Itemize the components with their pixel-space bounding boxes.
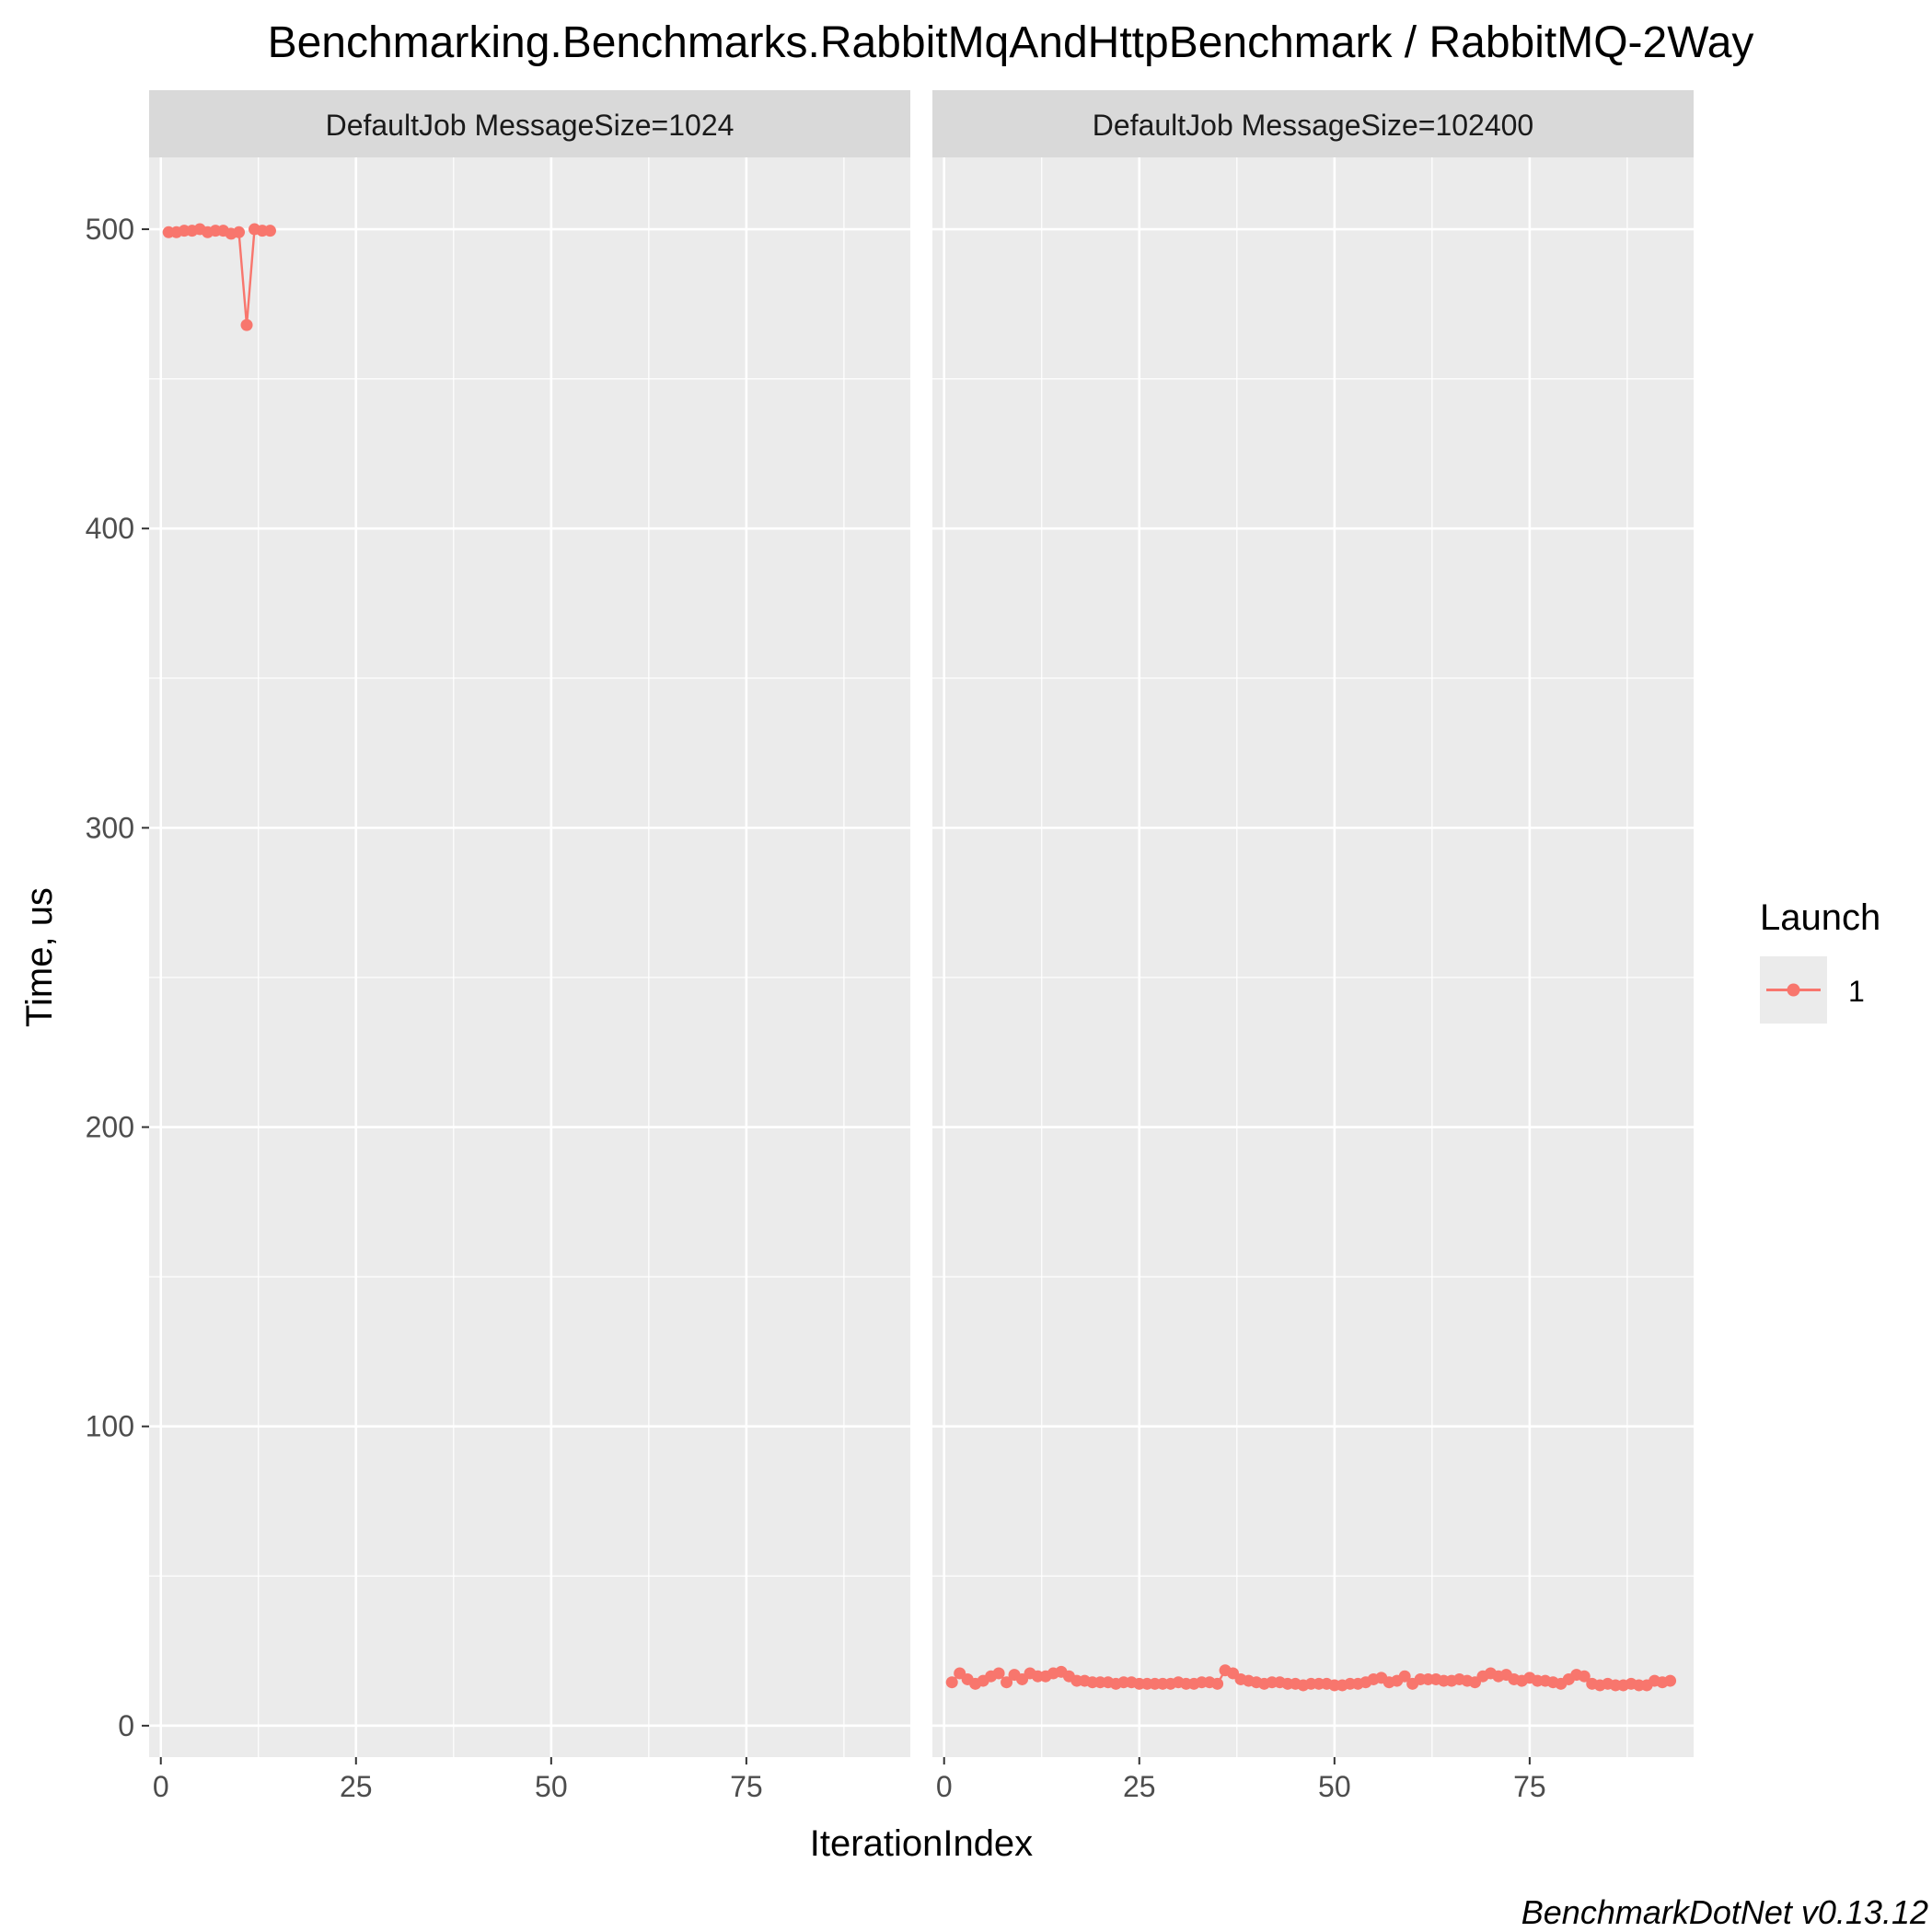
- data-point: [1664, 1674, 1677, 1687]
- facet-panel-2: DefaultJob MessageSize=102400: [932, 90, 1694, 1757]
- series-launch-1-facet-1: [162, 223, 276, 331]
- data-point: [1211, 1677, 1224, 1690]
- x-tick-label: 75: [730, 1770, 763, 1803]
- data-point: [263, 225, 276, 237]
- data-point: [1578, 1670, 1591, 1683]
- x-tick-label: 75: [1513, 1770, 1546, 1803]
- legend-key-point: [1787, 983, 1800, 997]
- facet-strip-1: [149, 90, 910, 157]
- caption: BenchmarkDotNet v0.13.12: [1521, 1893, 1928, 1931]
- plot-panel-1: [149, 157, 910, 1757]
- x-axis-title: IterationIndex: [810, 1823, 1033, 1864]
- y-tick-label: 300: [86, 811, 134, 844]
- gridlines-1: [149, 157, 910, 1757]
- y-axis: 0 100 200 300 400 500: [86, 213, 149, 1742]
- plot-panel-2: [932, 157, 1694, 1757]
- x-tick-label: 0: [936, 1770, 953, 1803]
- data-point: [240, 318, 253, 331]
- legend: Launch 1: [1760, 897, 1880, 1024]
- facet-panel-1: DefaultJob MessageSize=1024: [149, 90, 910, 1757]
- y-tick-label: 100: [86, 1410, 134, 1443]
- data-point: [992, 1667, 1005, 1680]
- facet-strip-label-2: DefaultJob MessageSize=102400: [1093, 109, 1533, 142]
- legend-entry-label: 1: [1848, 975, 1865, 1008]
- x-tick-label: 25: [340, 1770, 373, 1803]
- facet-strip-label-1: DefaultJob MessageSize=1024: [326, 109, 735, 142]
- x-tick-label: 50: [535, 1770, 568, 1803]
- series-launch-1-facet-2: [945, 1664, 1677, 1692]
- x-tick-label: 50: [1318, 1770, 1351, 1803]
- x-tick-label: 25: [1123, 1770, 1156, 1803]
- y-tick-label: 200: [86, 1111, 134, 1144]
- y-tick-label: 0: [118, 1709, 134, 1742]
- facet-strip-2: [932, 90, 1694, 157]
- x-axis-2: 0 25 50 75: [936, 1757, 1546, 1803]
- data-point: [233, 226, 246, 238]
- data-point: [1398, 1670, 1411, 1683]
- chart-title: Benchmarking.Benchmarks.RabbitMqAndHttpB…: [268, 18, 1754, 67]
- y-tick-label: 400: [86, 512, 134, 545]
- gridlines-2: [932, 157, 1694, 1757]
- legend-title: Launch: [1760, 897, 1880, 938]
- y-axis-title: Time, us: [19, 887, 60, 1027]
- x-axis-1: 0 25 50 75: [153, 1757, 763, 1803]
- data-point: [945, 1676, 958, 1689]
- data-point: [1001, 1676, 1013, 1689]
- x-tick-label: 0: [153, 1770, 169, 1803]
- y-tick-label: 500: [86, 213, 134, 246]
